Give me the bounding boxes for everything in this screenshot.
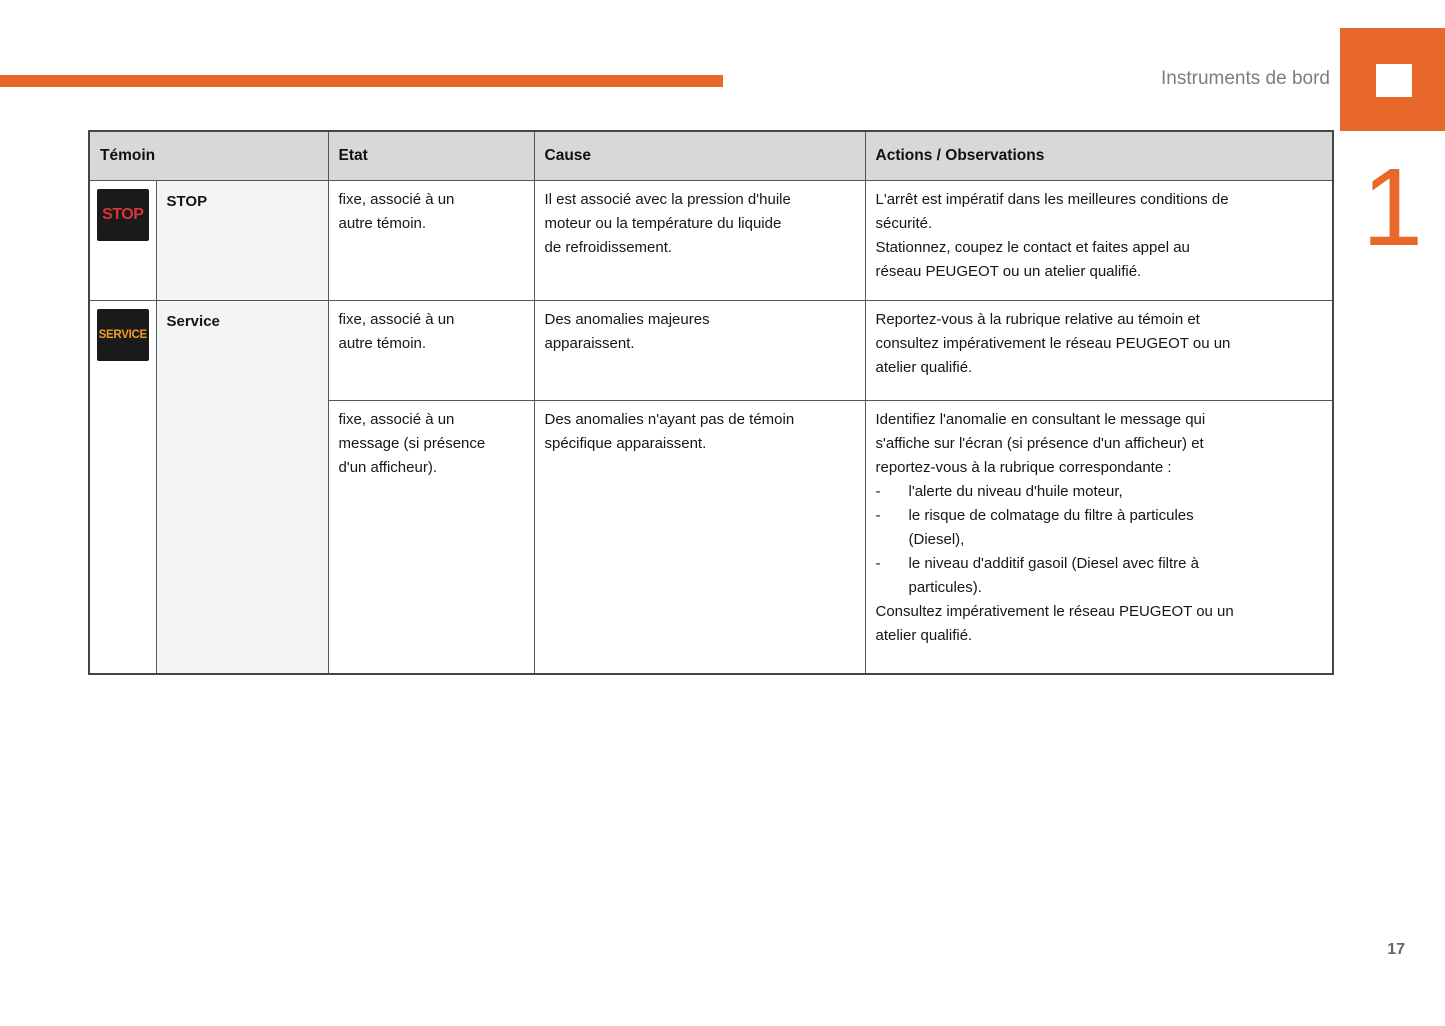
column-header-temoin: Témoin <box>88 130 329 181</box>
chapter-number: 1 <box>1361 146 1424 269</box>
table-row: SERVICE Service fixe, associé à un autre… <box>88 300 1334 674</box>
table-row: STOP STOP fixe, associé à un autre témoi… <box>88 180 1334 301</box>
etat-cell: fixe, associé à un autre témoin. <box>327 180 535 301</box>
actions-cell: L'arrêt est impératif dans les meilleure… <box>864 180 1334 301</box>
actions-cell: Reportez-vous à la rubrique relative au … <box>864 300 1334 401</box>
bullet-text: le risque de colmatage du filtre à parti… <box>908 507 1194 548</box>
column-header-cause: Cause <box>533 130 866 181</box>
cause-cell: Des anomalies n'ayant pas de témoin spéc… <box>533 400 866 674</box>
bullet-text: l'alerte du niveau d'huile moteur, <box>908 483 1123 500</box>
bullet-text: le niveau d'additif gasoil (Diesel avec … <box>908 555 1200 596</box>
bullet-dash: - <box>875 483 881 500</box>
service-icon-cell: SERVICE <box>88 300 157 674</box>
actions-outro: Consultez impérativement le réseau PEUGE… <box>875 603 1234 644</box>
etat-cell: fixe, associé à un autre témoin. <box>327 300 535 401</box>
bullet-dash: - <box>875 555 881 572</box>
stop-icon-label: STOP <box>102 206 144 223</box>
service-warning-icon: SERVICE <box>96 309 149 361</box>
list-item: - le risque de colmatage du filtre à par… <box>876 504 1323 552</box>
etat-cell: fixe, associé à un message (si présence … <box>327 400 535 674</box>
chapter-tab-inner-square <box>1376 64 1412 97</box>
bullet-dash: - <box>875 507 881 524</box>
actions-paragraph: Stationnez, coupez le contact et faites … <box>875 239 1190 280</box>
list-item: - le niveau d'additif gasoil (Diesel ave… <box>876 552 1323 600</box>
stop-warning-icon: STOP <box>96 189 149 241</box>
page-number: 17 <box>1387 941 1405 958</box>
chapter-tab-icon <box>1340 28 1445 131</box>
cause-cell: Des anomalies majeures apparaissent. <box>533 300 866 401</box>
page-title: Instruments de bord <box>1161 68 1330 89</box>
actions-paragraph: Reportez-vous à la rubrique relative au … <box>875 311 1231 376</box>
stop-icon-cell: STOP <box>88 180 157 301</box>
warning-lights-table: Témoin Etat Cause Actions / Observations… <box>88 130 1334 675</box>
actions-intro: Identifiez l'anomalie en consultant le m… <box>875 411 1206 476</box>
table-row: fixe, associé à un message (si présence … <box>89 400 1334 674</box>
accent-bar <box>0 75 723 87</box>
row-label: Service <box>155 300 329 674</box>
column-header-etat: Etat <box>327 130 535 181</box>
actions-paragraph: L'arrêt est impératif dans les meilleure… <box>875 191 1229 232</box>
column-header-actions: Actions / Observations <box>864 130 1334 181</box>
list-item: - l'alerte du niveau d'huile moteur, <box>876 480 1323 504</box>
service-icon-label: SERVICE <box>98 329 147 341</box>
table-header-row: Témoin Etat Cause Actions / Observations <box>88 130 1334 181</box>
cause-cell: Il est associé avec la pression d'huile … <box>533 180 866 301</box>
row-label: STOP <box>155 180 329 301</box>
actions-cell: Identifiez l'anomalie en consultant le m… <box>864 400 1334 674</box>
